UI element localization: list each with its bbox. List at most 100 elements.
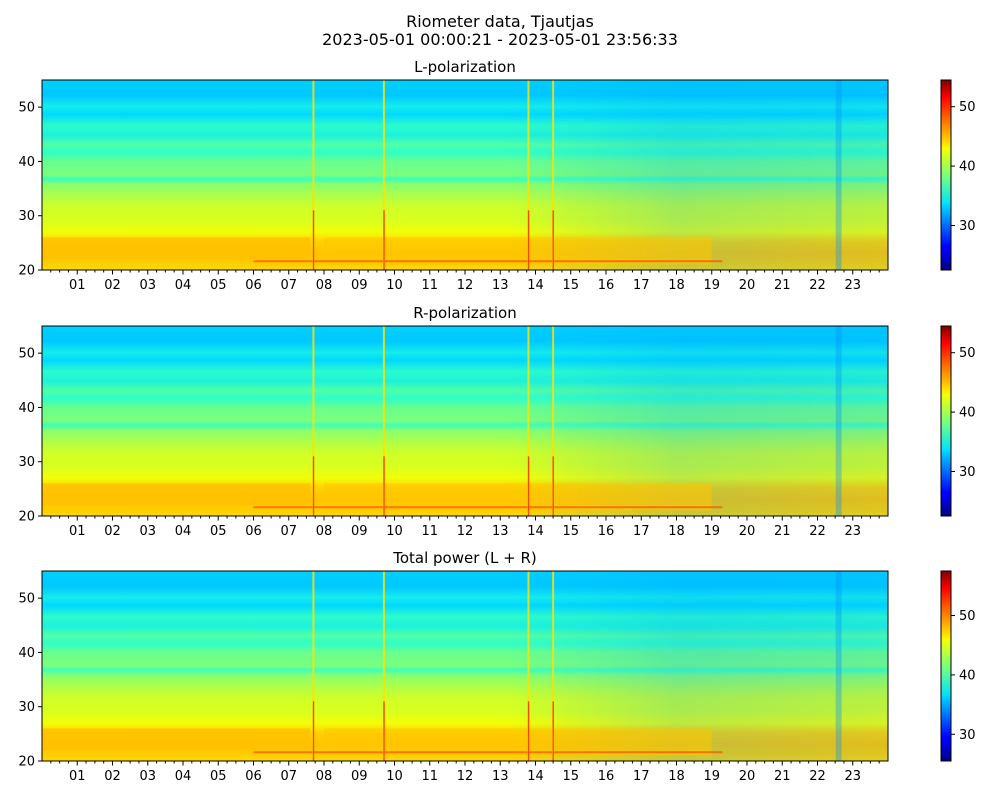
x-tick-label: 21 <box>774 278 791 293</box>
x-tick-label: 08 <box>316 524 333 539</box>
heatmap-spike <box>382 571 385 761</box>
colorbar-tick-label: 40 <box>959 668 976 683</box>
colorbar-tick-label: 40 <box>959 160 976 175</box>
x-tick-label: 14 <box>527 524 544 539</box>
x-tick-label: 07 <box>280 278 297 293</box>
heatmap-spike <box>527 80 530 270</box>
x-tick-label: 18 <box>668 278 685 293</box>
x-tick-label: 17 <box>633 278 650 293</box>
heatmap-spike-core <box>527 701 530 761</box>
heatmap-spike <box>552 571 555 761</box>
x-tick-label: 13 <box>492 524 509 539</box>
x-tick-label: 19 <box>703 278 720 293</box>
colorbar-frame <box>940 79 952 271</box>
x-tick-label: 07 <box>280 524 297 539</box>
x-tick-label: 10 <box>386 769 403 784</box>
y-tick-label: 20 <box>18 755 35 770</box>
x-tick-label: 03 <box>139 524 156 539</box>
x-tick-label: 23 <box>844 278 861 293</box>
heatmap-spike <box>527 326 530 516</box>
x-tick-label: 09 <box>351 769 368 784</box>
heatmap-hotband <box>42 728 310 751</box>
x-tick-label: 01 <box>69 769 86 784</box>
x-tick-label: 01 <box>69 524 86 539</box>
heatmap-spike <box>312 326 315 516</box>
heatmap-hotband <box>324 237 712 265</box>
colorbar-tick-label: 50 <box>959 100 976 115</box>
x-tick-label: 23 <box>844 524 861 539</box>
panel-3: Total power (L + R) 20 30 40 50 01 02 03 04 05 06 0… <box>18 549 975 784</box>
heatmap-spike-core <box>312 456 315 516</box>
heatmap-spike <box>382 80 385 270</box>
x-tick-label: 14 <box>527 278 544 293</box>
y-tick-label: 40 <box>18 155 35 170</box>
x-tick-label: 02 <box>104 278 121 293</box>
x-tick-label: 15 <box>562 769 579 784</box>
heatmap-hotband <box>324 483 712 511</box>
heatmap-spike <box>552 80 555 270</box>
x-tick-label: 09 <box>351 278 368 293</box>
heatmap-spike <box>527 571 530 761</box>
x-tick-label: 05 <box>210 278 227 293</box>
y-tick-label: 20 <box>18 264 35 279</box>
y-tick-label: 30 <box>18 455 35 470</box>
heatmap-dip <box>835 80 842 270</box>
colorbar-tick-label: 50 <box>959 609 976 624</box>
colorbar-tick-label: 30 <box>959 728 976 743</box>
x-tick-label: 05 <box>210 769 227 784</box>
heatmap-speckle <box>253 751 723 754</box>
x-tick-label: 11 <box>421 278 438 293</box>
x-tick-label: 02 <box>104 524 121 539</box>
panel-2: R-polarization 20 30 40 50 01 02 03 04 05 06 07 08 09… <box>18 304 975 539</box>
x-tick-label: 18 <box>668 769 685 784</box>
heatmap-dip <box>835 326 842 516</box>
x-tick-label: 15 <box>562 278 579 293</box>
panel-title: R-polarization <box>413 304 516 322</box>
heatmap-spike-core <box>552 701 554 761</box>
x-tick-label: 19 <box>703 769 720 784</box>
heatmap-dip <box>835 571 842 761</box>
x-tick-label: 20 <box>739 769 756 784</box>
heatmap-spike-core <box>312 701 315 761</box>
x-tick-label: 20 <box>739 524 756 539</box>
x-tick-label: 12 <box>457 278 474 293</box>
x-tick-label: 09 <box>351 524 368 539</box>
colorbar-tick-label: 30 <box>959 465 976 480</box>
heatmap-spike <box>312 571 315 761</box>
x-tick-label: 20 <box>739 278 756 293</box>
x-tick-label: 07 <box>280 769 297 784</box>
x-tick-label: 21 <box>774 769 791 784</box>
x-tick-label: 01 <box>69 278 86 293</box>
x-tick-label: 03 <box>139 278 156 293</box>
heatmap-spike <box>552 326 555 516</box>
heatmap-hotband <box>324 728 712 756</box>
colorbar-tick-label: 30 <box>959 219 976 234</box>
heatmap-spike-core <box>527 456 530 516</box>
heatmap-spike <box>382 326 385 516</box>
panel-title: Total power (L + R) <box>392 549 537 567</box>
heatmap-speckle <box>253 260 723 263</box>
y-tick-label: 50 <box>18 101 35 116</box>
x-tick-label: 15 <box>562 524 579 539</box>
heatmap-spike-core <box>383 701 385 761</box>
x-tick-label: 22 <box>809 278 826 293</box>
colorbar <box>941 80 951 270</box>
y-tick-label: 40 <box>18 401 35 416</box>
x-tick-label: 11 <box>421 524 438 539</box>
x-tick-label: 12 <box>457 524 474 539</box>
y-tick-label: 30 <box>18 209 35 224</box>
x-tick-label: 03 <box>139 769 156 784</box>
heatmap-spike-core <box>312 210 315 270</box>
x-tick-label: 04 <box>175 769 192 784</box>
heatmap-hotband <box>42 237 310 260</box>
x-tick-label: 05 <box>210 524 227 539</box>
x-tick-label: 12 <box>457 769 474 784</box>
x-tick-label: 06 <box>245 524 262 539</box>
x-tick-label: 08 <box>316 278 333 293</box>
panel-title: L-polarization <box>414 58 516 76</box>
x-tick-label: 23 <box>844 769 861 784</box>
x-tick-label: 16 <box>598 278 615 293</box>
heatmap-spike-core <box>527 210 530 270</box>
x-tick-label: 21 <box>774 524 791 539</box>
